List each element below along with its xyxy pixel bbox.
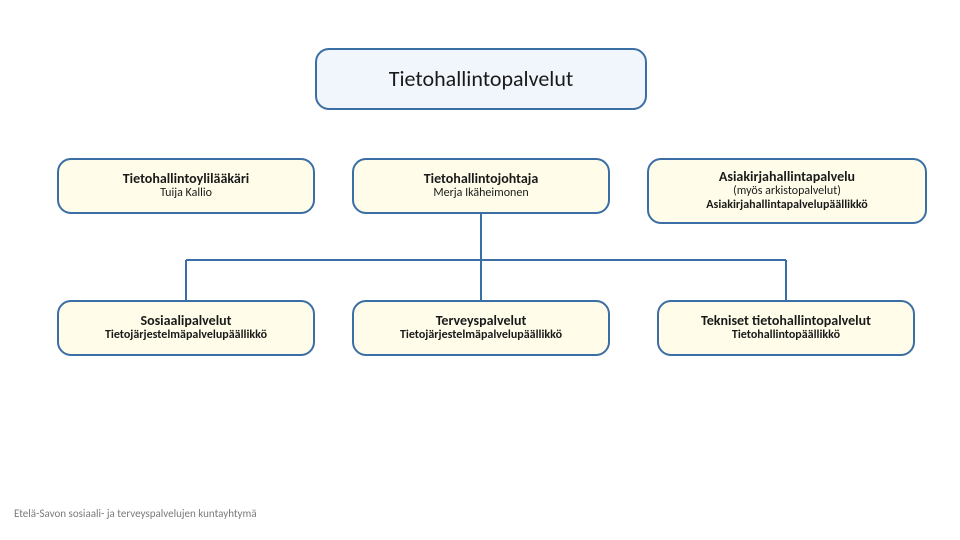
node-row1-0: Tietohallintoylilääkäri Tuija Kallio — [57, 158, 315, 214]
node-row2-2: Tekniset tietohallintopalvelut Tietohall… — [657, 300, 915, 356]
org-chart: Tietohallintopalvelut Tietohallintoylilä… — [0, 0, 960, 540]
node-row2-1: Terveyspalvelut Tietojärjestelmäpalvelup… — [352, 300, 610, 356]
node-title: Terveyspalvelut — [436, 313, 527, 329]
node-title: Asiakirjahallintapalvelu — [719, 169, 855, 185]
footer-text: Etelä-Savon sosiaali- ja terveyspalveluj… — [14, 507, 257, 520]
node-sub: Tietojärjestelmäpalvelupäällikkö — [105, 329, 267, 343]
node-title: Tietohallintoylilääkäri — [123, 171, 250, 187]
node-title: Sosiaalipalvelut — [140, 313, 231, 329]
node-sub: (myös arkistopalvelut) — [733, 185, 841, 199]
node-sub2: Asiakirjahallintapalvelupäällikkö — [706, 199, 867, 213]
node-row1-2: Asiakirjahallintapalvelu (myös arkistopa… — [647, 158, 927, 224]
node-sub: Tietohallintopäällikkö — [732, 329, 840, 343]
node-title: Tietohallintojohtaja — [424, 171, 539, 187]
node-title: Tekniset tietohallintopalvelut — [701, 313, 871, 329]
node-row1-1: Tietohallintojohtaja Merja Ikäheimonen — [352, 158, 610, 214]
node-sub: Merja Ikäheimonen — [433, 187, 528, 201]
node-row2-0: Sosiaalipalvelut Tietojärjestelmäpalvelu… — [57, 300, 315, 356]
node-root-title: Tietohallintopalvelut — [389, 66, 574, 91]
node-sub: Tuija Kallio — [160, 187, 212, 201]
node-sub: Tietojärjestelmäpalvelupäällikkö — [400, 329, 562, 343]
node-root: Tietohallintopalvelut — [315, 48, 647, 110]
